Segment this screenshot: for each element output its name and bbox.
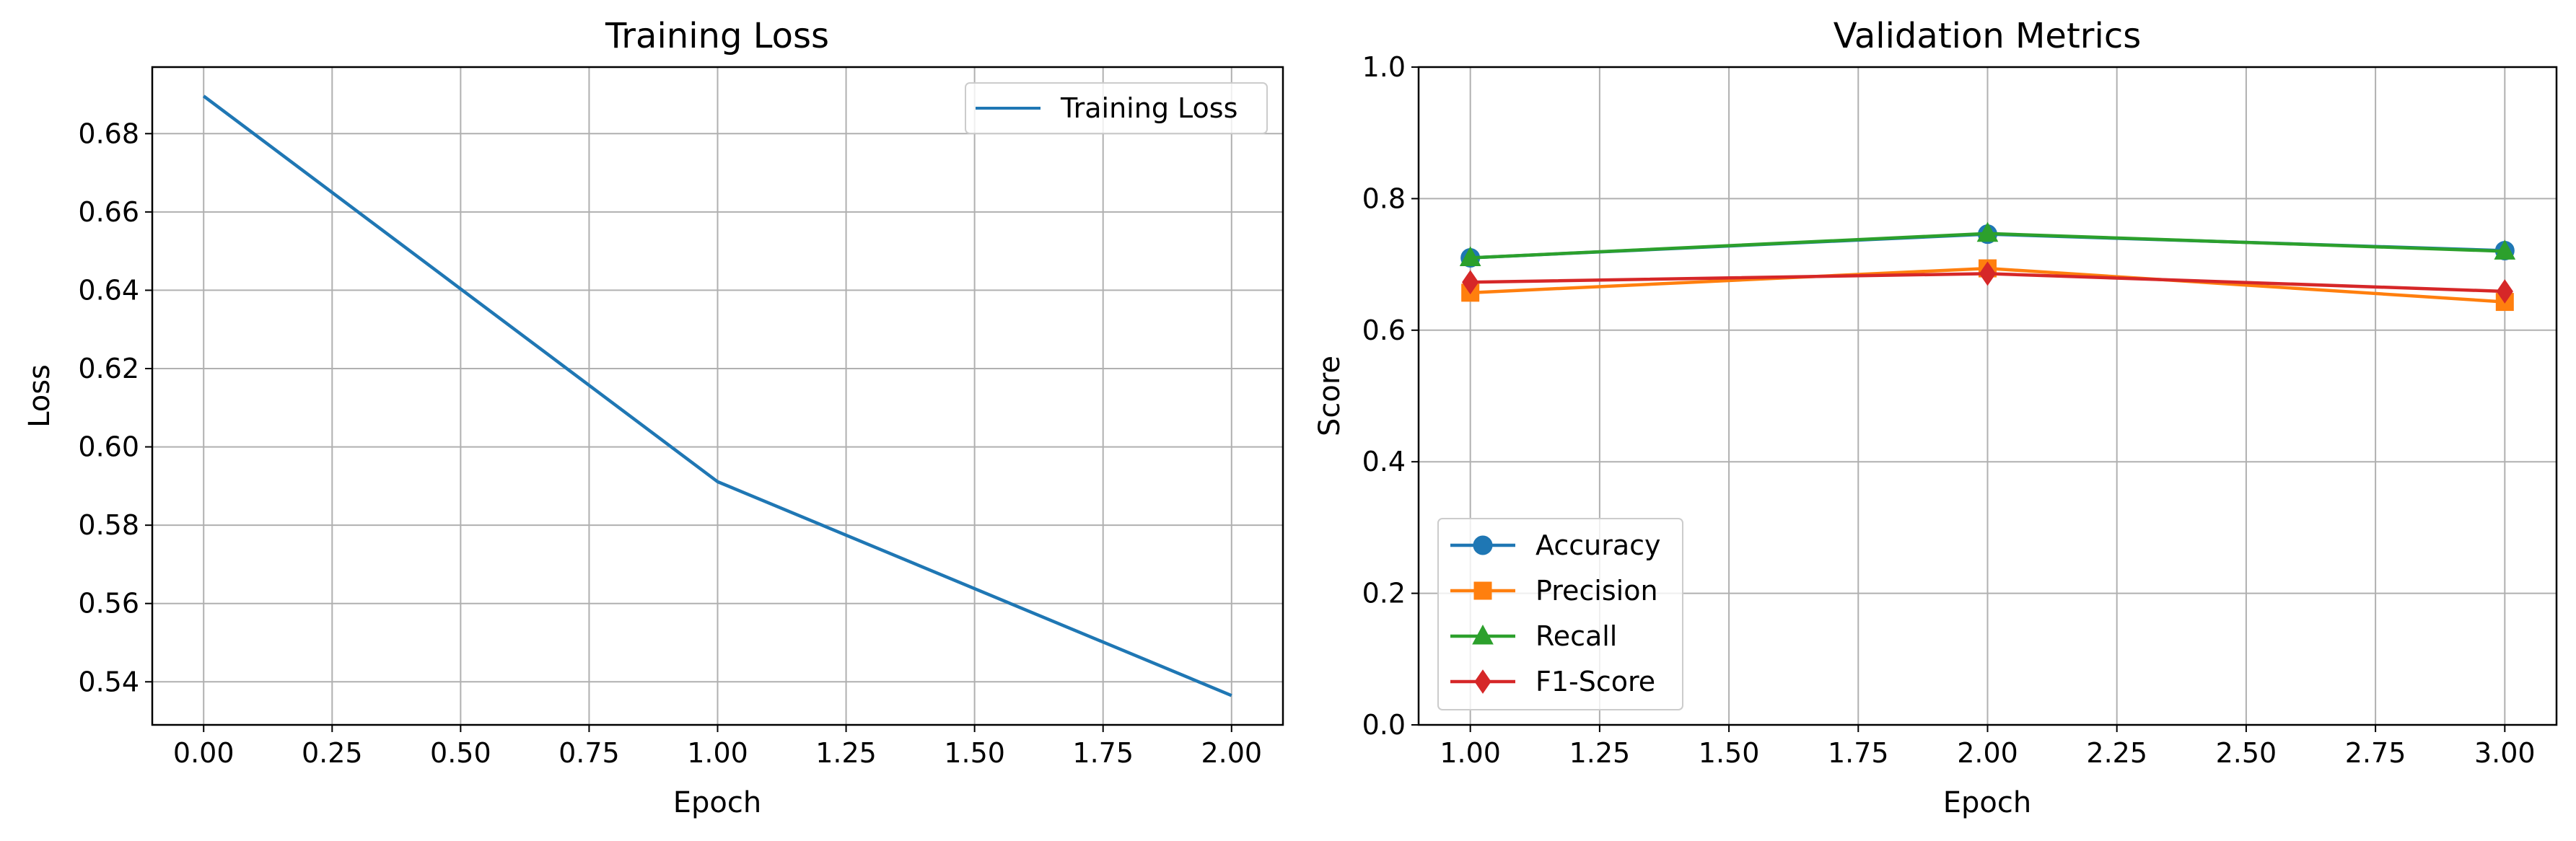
legend-marker-accuracy (1473, 535, 1493, 555)
x-tick-label: 0.75 (558, 737, 620, 769)
legend-box (1437, 518, 1683, 710)
y-tick-label: 0.4 (1362, 446, 1406, 477)
x-axis-ticks: 1.00 1.25 1.50 1.75 2.00 2.25 2.50 2.75 3.00 (1440, 725, 2536, 769)
y-tick-label: 0.6 (1362, 314, 1406, 346)
y-tick-label: 0.0 (1362, 709, 1406, 741)
data-point-recall (1459, 246, 1481, 266)
y-tick-label: 0.62 (78, 353, 139, 384)
chart-title: Validation Metrics (1834, 16, 2142, 56)
legend-label-f1-score: F1-Score (1535, 666, 1655, 697)
x-tick-label: 1.50 (944, 737, 1005, 769)
legend-entries (1450, 535, 1515, 694)
x-tick-label: 1.25 (1569, 737, 1631, 769)
x-tick-label: 0.50 (430, 737, 491, 769)
x-tick-label: 1.75 (1828, 737, 1889, 769)
series-layer (202, 94, 1232, 697)
training-loss-chart: 0.00 0.25 0.50 0.75 1.00 1.25 1.50 1.75 2.00 0.5… (23, 16, 1284, 819)
y-tick-label: 0.64 (78, 274, 139, 306)
data-point-f1-score (1979, 261, 1997, 286)
legend-marker-f1-score (1474, 669, 1491, 694)
chart-title: Training Loss (605, 16, 829, 56)
y-tick-label: 1.0 (1362, 51, 1406, 83)
legend-label-recall: Recall (1535, 620, 1617, 652)
legend-marker-precision (1473, 581, 1492, 600)
x-tick-label: 2.75 (2345, 737, 2406, 769)
validation-metrics-chart: 1.00 1.25 1.50 1.75 2.00 2.25 2.50 2.75 3.00 0.0… (1313, 16, 2558, 819)
gridlines (152, 67, 1283, 725)
y-axis-ticks: 0.0 0.2 0.4 0.6 0.8 1.0 (1362, 51, 1419, 741)
data-point-f1-score (1462, 270, 1479, 295)
series-layer (1459, 221, 2516, 312)
x-tick-label: 3.00 (2474, 737, 2536, 769)
x-tick-label: 0.00 (173, 737, 235, 769)
x-tick-label: 1.75 (1072, 737, 1134, 769)
x-tick-label: 2.25 (2086, 737, 2147, 769)
x-tick-label: 2.00 (1957, 737, 2018, 769)
y-tick-label: 0.2 (1362, 578, 1406, 609)
legend: Accuracy Precision Recall F1-Score (1437, 518, 1683, 710)
data-point-recall (2494, 239, 2516, 260)
x-tick-label: 1.00 (687, 737, 748, 769)
y-tick-label: 0.8 (1362, 182, 1406, 214)
x-tick-label: 1.50 (1699, 737, 1760, 769)
legend: Training Loss (965, 82, 1268, 134)
y-tick-label: 0.66 (78, 196, 139, 228)
legend-box (965, 82, 1268, 134)
legend-label-training-loss: Training Loss (1060, 92, 1237, 124)
y-axis-label: Loss (23, 364, 56, 428)
x-axis-label: Epoch (1943, 786, 2031, 819)
x-axis-label: Epoch (673, 786, 761, 819)
x-tick-label: 0.25 (302, 737, 363, 769)
data-point-f1-score (2496, 279, 2513, 304)
y-axis-label: Score (1313, 356, 1346, 436)
x-tick-label: 2.00 (1201, 737, 1262, 769)
y-tick-label: 0.58 (78, 509, 139, 541)
x-axis-ticks: 0.00 0.25 0.50 0.75 1.00 1.25 1.50 1.75 2.00 (173, 725, 1262, 769)
legend-marker-recall (1472, 624, 1494, 645)
x-tick-label: 1.25 (815, 737, 877, 769)
x-tick-label: 1.00 (1440, 737, 1501, 769)
y-tick-label: 0.60 (78, 431, 139, 463)
legend-label-accuracy: Accuracy (1535, 529, 1661, 561)
y-tick-label: 0.54 (78, 666, 139, 697)
data-point-recall (1976, 221, 1999, 242)
y-axis-ticks: 0.54 0.56 0.58 0.60 0.62 0.64 0.66 0.68 (78, 118, 152, 697)
series-line-training-loss (202, 94, 1232, 697)
y-tick-label: 0.68 (78, 118, 139, 149)
legend-label-precision: Precision (1535, 575, 1658, 607)
y-tick-label: 0.56 (78, 588, 139, 620)
x-tick-label: 2.50 (2216, 737, 2277, 769)
